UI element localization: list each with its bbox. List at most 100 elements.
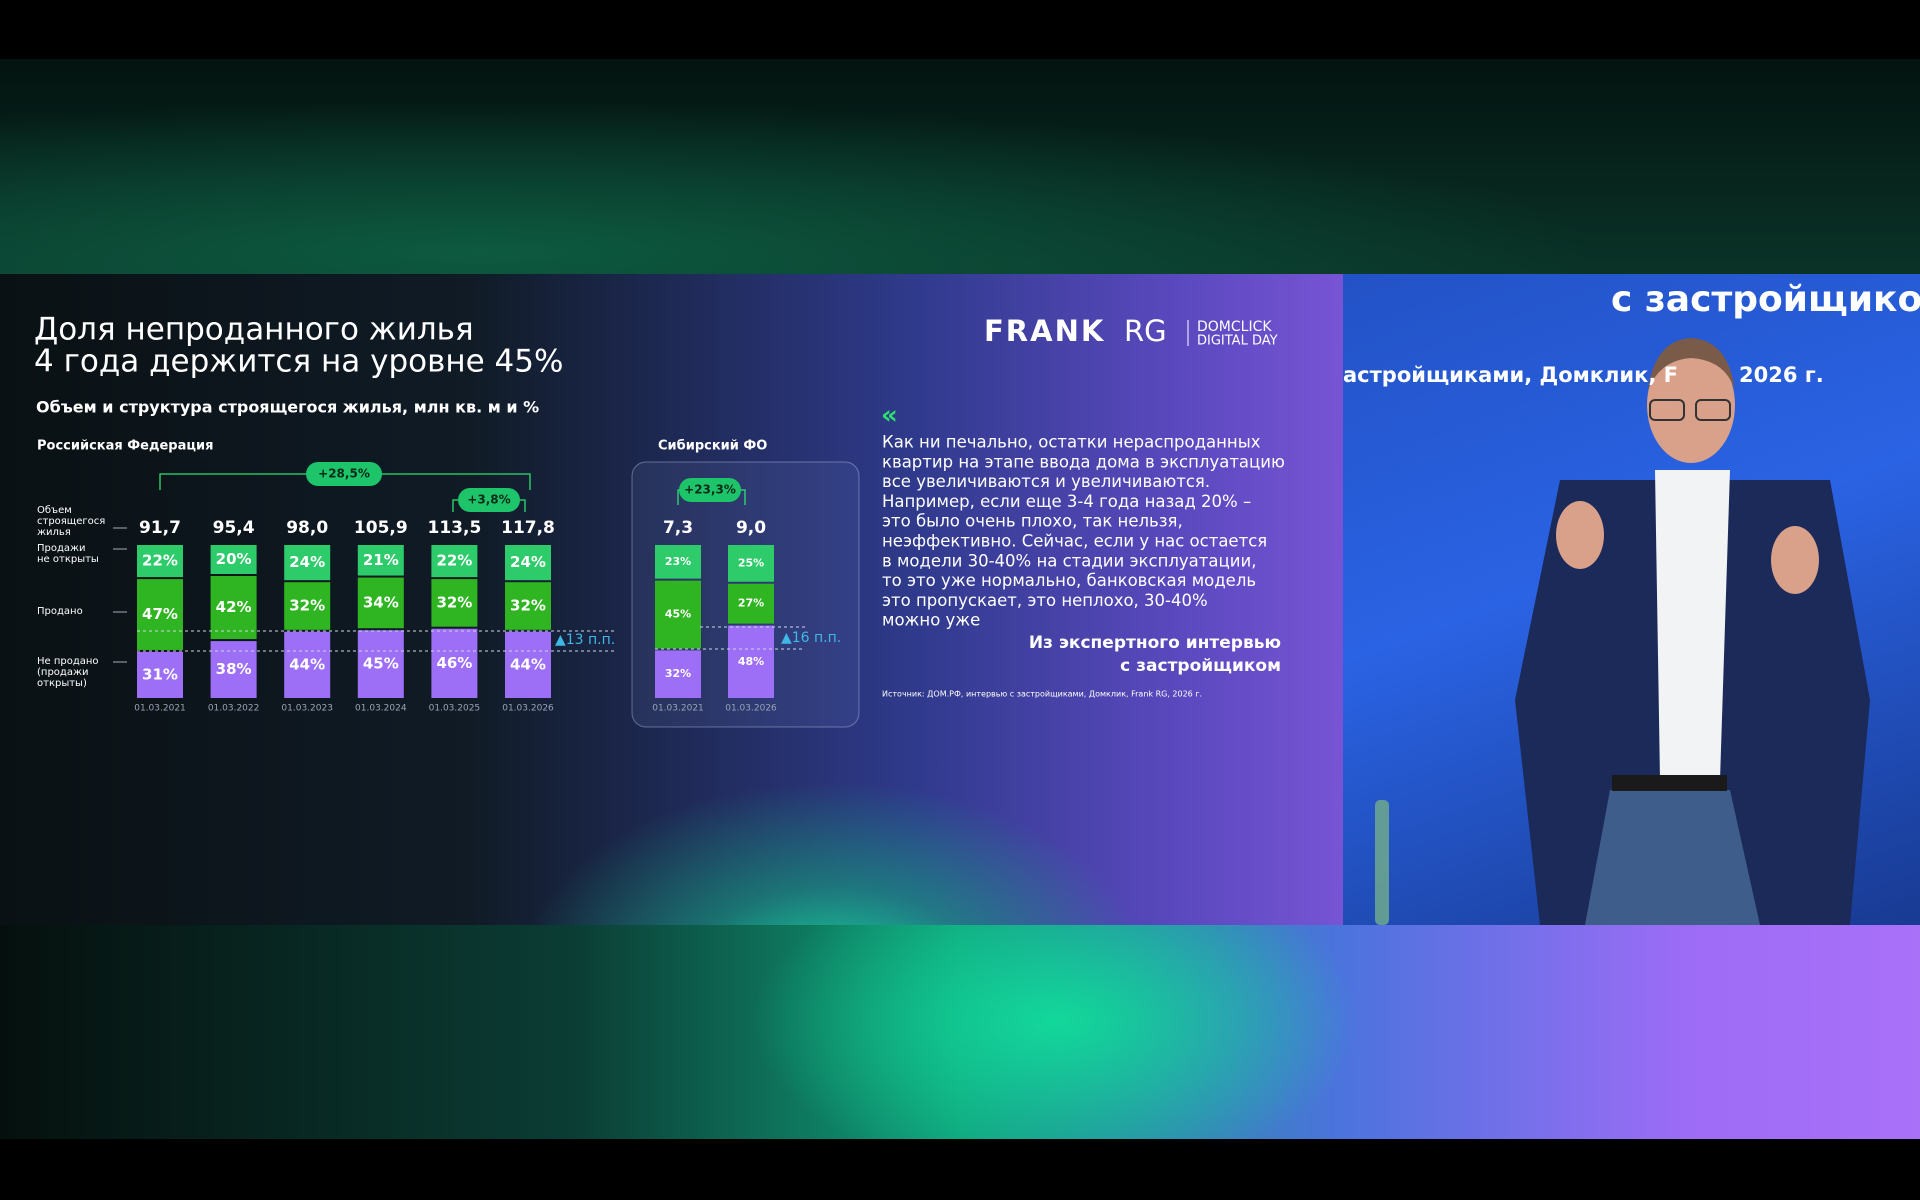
value-label: 32%	[289, 597, 325, 615]
speaker	[1375, 338, 1870, 925]
quote-line: Например, если еще 3-4 года назад 20% –	[882, 492, 1251, 511]
total-label: 9,0	[736, 518, 766, 538]
bar-segment	[137, 579, 183, 650]
quote-line: можно уже	[882, 611, 980, 630]
video-caption: 2026 г.	[1739, 363, 1824, 387]
bar-segment	[728, 545, 774, 582]
value-label: 24%	[289, 553, 325, 571]
value-label: 20%	[216, 550, 252, 568]
video-caption: с застройщико	[1611, 279, 1920, 320]
x-tick-label: 01.03.2024	[355, 704, 407, 714]
bar-segment	[505, 545, 551, 581]
slide-title: 4 года держится на уровне 45%	[34, 344, 563, 380]
bar-segment	[728, 583, 774, 624]
bar-segment	[357, 545, 404, 576]
quote-attribution: Из экспертного интервью	[1029, 633, 1281, 653]
quote-line: это было очень плохо, так нельзя,	[882, 512, 1183, 531]
x-tick-label: 01.03.2021	[652, 704, 704, 714]
value-label: 27%	[738, 597, 764, 610]
quote-line: квартир на этапе ввода дома в эксплуатац…	[882, 452, 1285, 471]
bar-segment	[210, 545, 257, 574]
quote-line: неэффективно. Сейчас, если у нас остаетс…	[882, 532, 1267, 551]
x-tick-label: 01.03.2026	[725, 704, 777, 714]
annotation: ▲13 п.п.	[555, 632, 615, 648]
value-label: 44%	[289, 655, 325, 673]
total-label: 98,0	[286, 518, 328, 538]
bar-segment	[505, 631, 551, 698]
value-label: 42%	[216, 598, 252, 616]
logo-event: DIGITAL DAY	[1197, 334, 1278, 349]
bar-segment	[728, 625, 774, 698]
quote-line: в модели 30-40% на стадии эксплуатации,	[882, 551, 1256, 570]
value-label: 31%	[142, 665, 178, 683]
value-label: 44%	[510, 655, 546, 673]
bar-segment	[357, 630, 404, 698]
value-label: 22%	[436, 552, 472, 570]
total-label: 117,8	[501, 518, 555, 538]
value-label: 21%	[363, 551, 399, 569]
logo-partner: DOMCLICK	[1197, 319, 1272, 335]
legend-label: Объем строящегося жилья	[37, 505, 106, 538]
value-label: 23%	[665, 555, 691, 568]
quote-mark: «	[881, 401, 898, 431]
bar-segment	[431, 579, 478, 627]
bottom-band	[0, 925, 1920, 1139]
x-tick-label: 01.03.2025	[429, 704, 481, 714]
chart-title: Российская Федерация	[37, 439, 213, 454]
bar-segment	[655, 580, 701, 649]
bar-segment	[655, 650, 701, 698]
logo-brand: FRANK	[984, 314, 1105, 348]
legend-label: Продано	[37, 606, 83, 617]
video-caption: астройщиками, Домклик, F	[1343, 363, 1678, 387]
value-label: 46%	[436, 654, 472, 672]
slide-subtitle: Объем и структура строящегося жилья, млн…	[36, 398, 539, 417]
annotation: +3,8%	[467, 493, 510, 507]
value-label: 45%	[363, 655, 399, 673]
value-label: 48%	[738, 655, 764, 668]
value-label: 32%	[510, 597, 546, 615]
logo-brand: RG	[1124, 314, 1167, 348]
total-label: 95,4	[213, 518, 255, 538]
pill	[306, 462, 382, 486]
x-tick-label: 01.03.2022	[208, 704, 260, 714]
value-label: 47%	[142, 605, 178, 623]
value-label: 22%	[142, 552, 178, 570]
pill	[679, 478, 741, 502]
bar-segment	[505, 582, 551, 630]
annotation: +28,5%	[318, 467, 370, 481]
bar-segment	[655, 545, 701, 579]
quote-line: все увеличиваются и увеличиваются.	[882, 472, 1210, 491]
quote-attribution: с застройщиком	[1120, 656, 1281, 676]
total-label: 105,9	[354, 518, 408, 538]
value-label: 24%	[510, 553, 546, 571]
chart-title: Сибирский ФО	[658, 439, 767, 454]
annotation: ▲16 п.п.	[781, 630, 841, 646]
quote-line: Как ни печально, остатки нераспроданных	[882, 433, 1261, 452]
bar-segment	[137, 651, 183, 698]
legend-label: Не продано (продажи открыты)	[37, 656, 99, 689]
bar-segment	[137, 545, 183, 578]
value-label: 32%	[665, 667, 691, 680]
value-label: 38%	[216, 660, 252, 678]
legend-label: Продажи не открыты	[37, 543, 99, 565]
value-label: 45%	[665, 608, 691, 621]
slide-title: Доля непроданного жилья	[34, 312, 474, 348]
value-label: 34%	[363, 593, 399, 611]
source: Источник: ДОМ.РФ, интервью с застройщика…	[882, 690, 1202, 699]
x-tick-label: 01.03.2026	[502, 704, 554, 714]
x-tick-label: 01.03.2021	[134, 704, 186, 714]
bar-segment	[357, 577, 404, 629]
bar-segment	[284, 545, 331, 581]
quote-line: то это уже нормально, банковская модель	[882, 571, 1256, 590]
annotation: +23,3%	[684, 483, 736, 497]
value-label: 25%	[738, 556, 764, 569]
x-tick-label: 01.03.2023	[281, 704, 333, 714]
bar-segment	[210, 576, 257, 640]
value-label: 32%	[436, 593, 472, 611]
bar-segment	[431, 628, 478, 698]
total-label: 113,5	[428, 518, 482, 538]
bar-segment	[284, 582, 331, 630]
bar-segment	[284, 631, 331, 698]
